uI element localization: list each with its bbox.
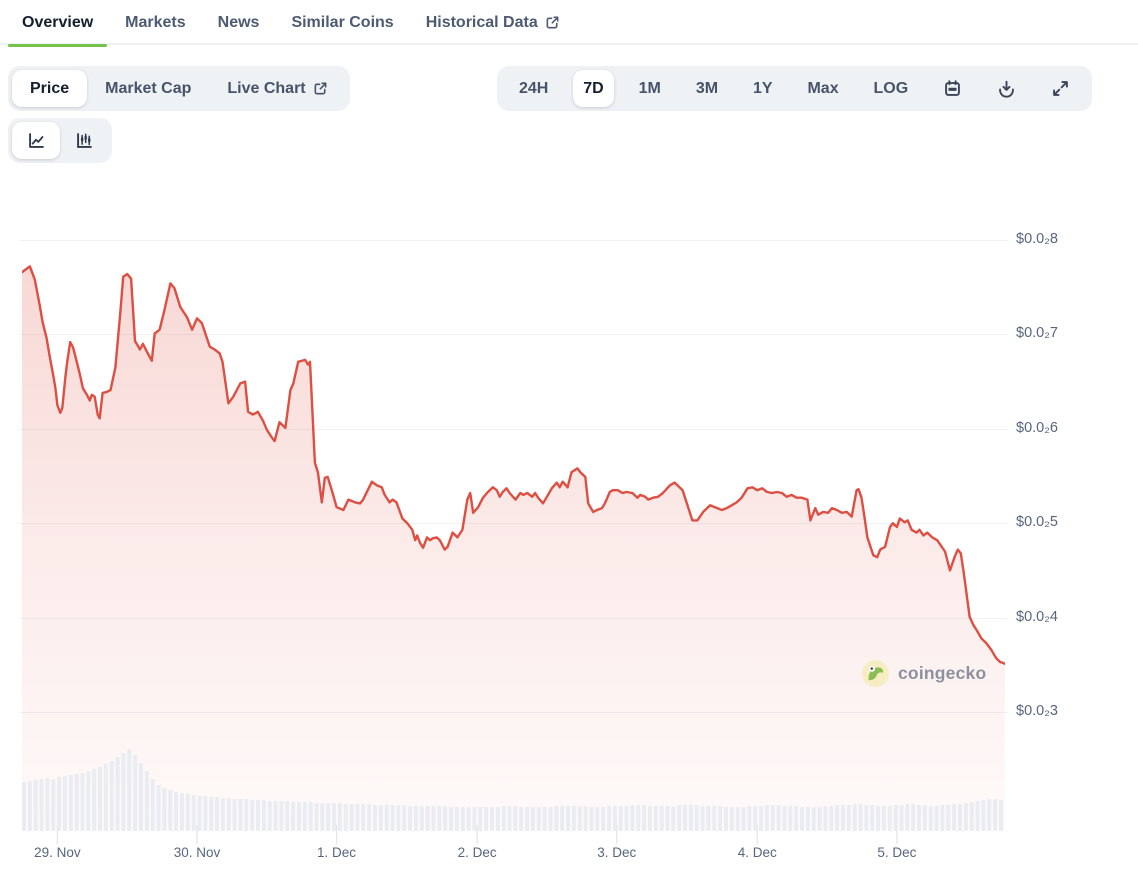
x-axis-label: 29. Nov bbox=[34, 845, 81, 860]
x-axis-label: 1. Dec bbox=[317, 845, 357, 860]
metric-toggle: Price Market Cap Live Chart bbox=[8, 66, 350, 111]
fullscreen-button[interactable] bbox=[1041, 70, 1080, 107]
tab-similar-coins[interactable]: Similar Coins bbox=[277, 0, 407, 45]
log-scale-button[interactable]: LOG bbox=[864, 70, 919, 107]
range-label: 7D bbox=[583, 79, 604, 97]
range-toolbar: 24H 7D 1M 3M 1Y Max LOG bbox=[497, 66, 1092, 111]
line-chart-type-button[interactable] bbox=[12, 122, 60, 159]
coingecko-watermark: coingecko bbox=[861, 659, 986, 688]
watermark-label: coingecko bbox=[898, 663, 987, 683]
tab-bar: Overview Markets News Similar Coins Hist… bbox=[0, 0, 1138, 47]
range-max-button[interactable]: Max bbox=[797, 70, 848, 107]
price-line bbox=[22, 265, 1005, 666]
range-1m-button[interactable]: 1M bbox=[629, 70, 671, 107]
price-area-fill bbox=[22, 266, 1005, 830]
range-label: 1M bbox=[638, 79, 661, 97]
range-3m-button[interactable]: 3M bbox=[686, 70, 728, 107]
range-1y-button[interactable]: 1Y bbox=[743, 70, 783, 107]
y-axis-label: $0.0₂4 bbox=[1016, 608, 1058, 625]
candlestick-type-button[interactable] bbox=[60, 122, 108, 159]
range-label: LOG bbox=[873, 79, 909, 97]
download-chart-button[interactable] bbox=[987, 70, 1026, 107]
range-label: Max bbox=[807, 79, 839, 97]
x-axis-label: 4. Dec bbox=[737, 845, 777, 860]
chart-type-toggle bbox=[8, 118, 112, 163]
tab-label: Overview bbox=[22, 13, 94, 31]
date-range-button[interactable] bbox=[933, 70, 972, 107]
price-button-label: Price bbox=[30, 79, 70, 97]
y-axis-label: $0.0₂8 bbox=[1016, 231, 1058, 247]
tab-markets[interactable]: Markets bbox=[111, 0, 199, 45]
x-axis-label: 3. Dec bbox=[597, 845, 637, 860]
gridline bbox=[19, 240, 1009, 241]
line-chart-icon bbox=[28, 133, 44, 148]
y-axis-label: $0.0₂5 bbox=[1016, 514, 1058, 531]
x-axis-label: 30. Nov bbox=[173, 845, 221, 860]
x-axis-label: 2. Dec bbox=[457, 845, 497, 860]
range-label: 24H bbox=[519, 79, 549, 97]
live-chart-button[interactable]: Live Chart bbox=[209, 70, 345, 107]
gridline bbox=[19, 428, 1009, 430]
expand-icon bbox=[1053, 81, 1068, 96]
volume-bars bbox=[22, 749, 1003, 844]
gecko-icon bbox=[862, 660, 889, 687]
tab-overview[interactable]: Overview bbox=[8, 0, 108, 47]
market-cap-button-label: Market Cap bbox=[105, 79, 192, 97]
candlestick-icon bbox=[76, 133, 92, 148]
y-axis-label: $0.0₂3 bbox=[1016, 703, 1058, 719]
download-icon bbox=[999, 80, 1014, 98]
external-link-icon bbox=[546, 16, 559, 29]
tab-label: Similar Coins bbox=[291, 13, 394, 31]
market-cap-button[interactable]: Market Cap bbox=[87, 70, 209, 107]
price-chart[interactable]: $0.0₂8 $0.0₂7 $0.0₂6 $0.0₂5 $0.0₂4 $0.0₂… bbox=[0, 170, 1138, 880]
range-label: 1Y bbox=[752, 79, 773, 97]
gridline bbox=[19, 334, 1009, 336]
tab-historical-data[interactable]: Historical Data bbox=[412, 0, 574, 45]
price-area-chart bbox=[22, 265, 1005, 830]
x-axis-label: 5. Dec bbox=[877, 845, 917, 860]
y-axis-label: $0.0₂7 bbox=[1016, 325, 1058, 342]
range-24h-button[interactable]: 24H bbox=[509, 70, 558, 107]
external-link-icon bbox=[314, 82, 327, 95]
price-button[interactable]: Price bbox=[12, 70, 88, 107]
tab-label: News bbox=[217, 13, 260, 31]
tab-label: Historical Data bbox=[425, 13, 538, 31]
range-label: 3M bbox=[695, 79, 719, 97]
y-axis-label: $0.0₂6 bbox=[1016, 419, 1058, 436]
tab-label: Markets bbox=[125, 13, 186, 31]
live-chart-button-label: Live Chart bbox=[227, 79, 306, 97]
range-7d-button[interactable]: 7D bbox=[573, 70, 614, 107]
tab-news[interactable]: News bbox=[204, 0, 274, 45]
calendar-icon bbox=[945, 80, 960, 96]
